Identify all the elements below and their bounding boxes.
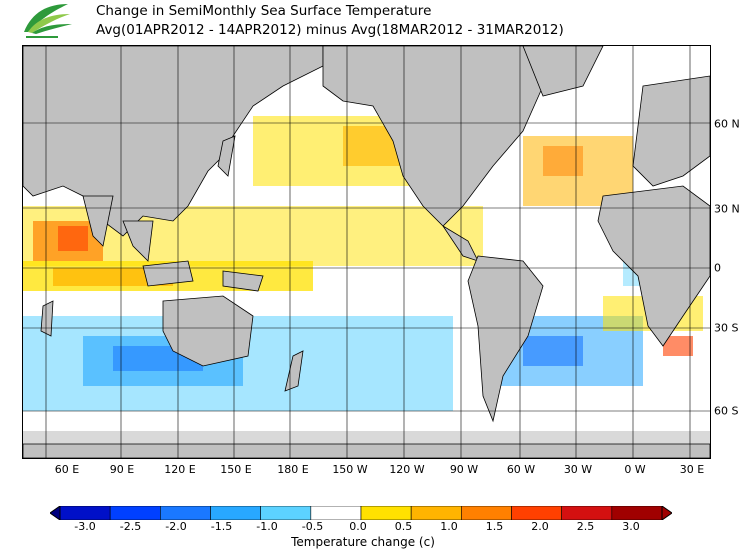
colorbar-cell [59,506,111,520]
colorbar-label: -2.0 [165,520,187,533]
graticule [23,46,710,458]
colorbar-cell [109,506,161,520]
lat-tick: 30 S [714,321,739,335]
lon-tick: 60 W [506,463,536,476]
lon-tick: 60 E [54,463,80,476]
colorbar-cell [210,506,261,520]
colorbar-cell [410,506,462,520]
lon-tick: 30 E [679,463,705,476]
colorbar-label: 2.5 [576,520,595,533]
lon-tick: 150 E [220,463,252,476]
colorbar-cell [511,506,562,520]
lon-tick: 180 E [277,463,309,476]
map-subtitle: Avg(01APR2012 - 14APR2012) minus Avg(18M… [96,22,564,38]
lon-tick: 150 W [332,463,368,476]
lat-tick: 60 S [714,404,739,418]
colorbar-cell [160,506,211,520]
lon-tick: 90 E [109,463,135,476]
colorbar-label: -3.0 [74,520,96,533]
lat-tick: 60 N [714,117,740,131]
colorbar-label: -1.0 [256,520,278,533]
map-title: Change in SemiMonthly Sea Surface Temper… [96,3,432,19]
lon-tick: 90 W [449,463,479,476]
colorbar-label: 0.0 [349,520,367,533]
lon-tick: 0 W [624,463,646,476]
lat-tick: 30 N [714,202,740,216]
lon-tick: 30 W [563,463,593,476]
colorbar-cell [360,506,412,520]
colorbar-label: 1.0 [440,520,458,533]
lat-tick: 0 [714,261,721,275]
lon-tick: 120 E [164,463,196,476]
colorbar-label: 2.0 [531,520,549,533]
colorbar-label: -2.5 [119,520,142,533]
colorbar-title: Temperature change (c) [291,535,435,549]
colorbar-cell [561,506,613,520]
colorbar-label: 3.0 [622,520,640,533]
colorbar-label: 1.5 [485,520,504,533]
colorbar-cell [611,506,663,520]
colorbar-cell [461,506,512,520]
colorbar-label: -0.5 [301,520,324,533]
colorbar-cell [260,506,312,520]
colorbar-cell [310,506,362,520]
sst-map [22,45,711,459]
colorbar-label: 0.5 [394,520,413,533]
land-masses [23,46,710,458]
lon-tick: 120 W [389,463,425,476]
colorbar-label: -1.5 [210,520,233,533]
leaf-logo-icon [24,4,72,38]
colorbar [50,506,672,520]
